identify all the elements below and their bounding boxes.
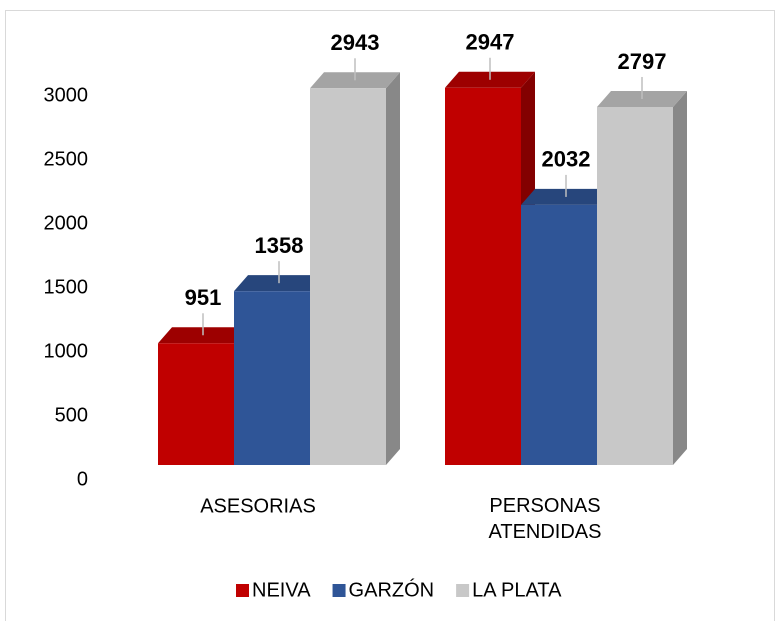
legend-label: GARZÓN — [349, 578, 435, 601]
bar-side — [673, 90, 687, 465]
data-label: 2797 — [618, 49, 667, 74]
y-tick-label: 500 — [55, 404, 88, 426]
bar-front — [310, 88, 386, 466]
data-label: 951 — [185, 285, 222, 310]
legend-label: LA PLATA — [472, 579, 562, 601]
bar-front — [597, 106, 673, 465]
bar-side — [386, 72, 400, 466]
legend-swatch — [332, 584, 346, 597]
bar-front — [521, 204, 597, 466]
legend-label: NEIVA — [252, 579, 311, 601]
y-tick-label: 1000 — [44, 340, 89, 362]
bar-front — [234, 291, 310, 465]
x-tick-label: ASESORIAS — [200, 495, 316, 517]
data-label: 1358 — [255, 233, 304, 258]
bar — [597, 90, 687, 465]
y-tick-label: 0 — [77, 468, 88, 490]
data-label: 2032 — [542, 147, 591, 172]
legend-swatch — [456, 584, 470, 597]
y-tick-label: 2500 — [44, 148, 89, 170]
bar-front — [158, 343, 234, 465]
y-tick-label: 3000 — [44, 84, 89, 106]
legend-swatch — [236, 584, 249, 597]
y-tick-label: 1500 — [44, 276, 89, 298]
bar — [310, 72, 400, 466]
bar-front — [445, 87, 521, 465]
x-tick-label: PERSONAS ATENDIDAS — [489, 495, 602, 543]
y-tick-label: 2000 — [44, 212, 89, 234]
data-label: 2943 — [331, 30, 380, 55]
data-label: 2947 — [466, 30, 515, 55]
